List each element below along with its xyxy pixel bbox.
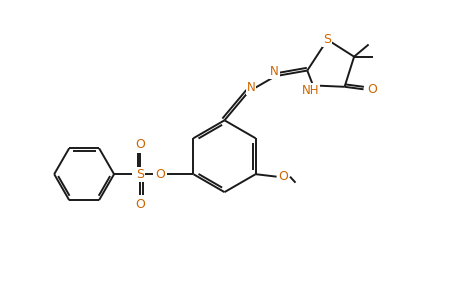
Text: N: N <box>247 81 255 94</box>
Text: NH: NH <box>302 84 319 97</box>
Text: O: O <box>135 198 145 210</box>
Text: O: O <box>279 170 289 183</box>
Text: S: S <box>136 168 144 181</box>
Text: O: O <box>367 83 377 96</box>
Text: O: O <box>135 138 145 151</box>
Text: O: O <box>155 168 165 181</box>
Text: N: N <box>270 65 279 78</box>
Text: S: S <box>323 33 331 46</box>
